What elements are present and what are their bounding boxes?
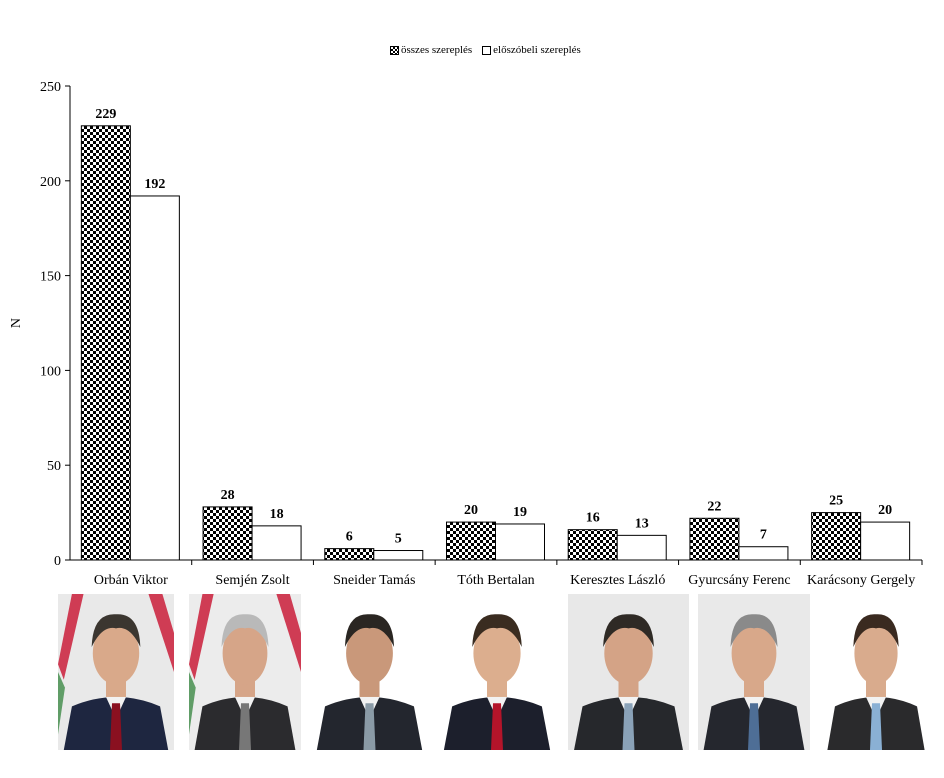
- y-tick-label: 100: [40, 364, 61, 379]
- legend-label-total: összes szereplés: [401, 44, 473, 56]
- bar-total: [324, 548, 375, 561]
- data-label: 25: [829, 494, 843, 509]
- legend-swatch-white: [482, 45, 492, 55]
- bar-preface: [860, 521, 911, 561]
- y-tick-label: 150: [40, 270, 61, 285]
- y-tick-label: 250: [40, 80, 61, 95]
- data-label: 16: [586, 511, 600, 526]
- bar-total: [689, 517, 740, 561]
- data-label: 28: [221, 488, 235, 503]
- y-tick-label: 200: [40, 175, 61, 190]
- bar-preface: [495, 523, 545, 561]
- data-label: 13: [635, 516, 649, 531]
- portrait-photo: [698, 594, 810, 750]
- chart-legend: összes szereplés előszóbeli szereplés: [390, 44, 581, 56]
- data-label: 22: [707, 499, 721, 514]
- legend-item-preface: előszóbeli szereplés: [482, 44, 581, 56]
- bar-total: [446, 521, 496, 561]
- bar-chart: 0 50 100 150 200 250 N 229 192 Orbán Viktor 28 18 Se…: [9, 80, 923, 588]
- portrait-photo: [438, 594, 556, 750]
- x-tick-label: Gyurcsány Ferenc: [688, 573, 790, 588]
- portrait-photo: [568, 594, 689, 750]
- portrait-photo: [822, 594, 930, 750]
- data-label: 20: [878, 503, 892, 518]
- data-label: 5: [395, 532, 402, 547]
- bar-preface: [251, 525, 302, 561]
- bar-total: [80, 125, 131, 561]
- data-label: 19: [513, 505, 527, 520]
- data-label: 20: [464, 503, 478, 518]
- data-label: 192: [144, 177, 165, 192]
- x-tick-label: Keresztes László: [570, 573, 665, 588]
- data-label: 18: [270, 507, 284, 522]
- bar-total: [567, 529, 618, 561]
- y-axis-label: N: [9, 318, 24, 328]
- bar-preface: [129, 195, 180, 561]
- y-tick-label: 0: [54, 554, 61, 569]
- plot-area: 0 50 100 150 200 250 N 229 192 Orbán Viktor 28 18 Se…: [9, 80, 923, 588]
- bar-preface: [738, 546, 789, 561]
- portrait-photo: [58, 594, 174, 750]
- x-tick-label: Karácsony Gergely: [807, 573, 915, 588]
- data-label: 7: [760, 528, 767, 543]
- x-tick-label: Semjén Zsolt: [215, 573, 289, 588]
- bar-total: [811, 512, 862, 561]
- x-tick-label: Sneider Tamás: [333, 573, 415, 588]
- portrait-photo: [189, 594, 301, 750]
- data-label: 6: [346, 530, 353, 545]
- bar-preface: [616, 534, 667, 561]
- legend-item-total: összes szereplés: [390, 44, 472, 56]
- data-label: 229: [95, 107, 116, 122]
- bar-preface: [373, 550, 424, 561]
- legend-label-preface: előszóbeli szereplés: [493, 44, 581, 56]
- legend-swatch-checker: [390, 45, 399, 55]
- y-tick-label: 50: [47, 459, 61, 474]
- portrait-photo: [311, 594, 428, 750]
- x-tick-label: Orbán Viktor: [94, 573, 168, 588]
- x-tick-label: Tóth Bertalan: [457, 573, 534, 588]
- bar-total: [202, 506, 253, 561]
